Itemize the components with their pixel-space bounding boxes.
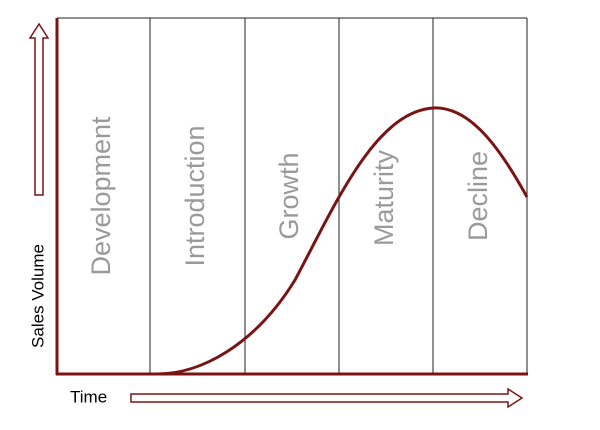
x-axis-label: Time [70, 387, 107, 406]
life-cycle-curve [154, 106, 529, 376]
stage-label: Decline [463, 151, 493, 241]
x-arrow [130, 387, 524, 409]
stage-label: Development [86, 116, 116, 276]
stage-label: Maturity [369, 149, 399, 246]
stage-label: Growth [274, 152, 304, 239]
y-axis-label: Sales Volume [28, 244, 47, 348]
y-arrow [28, 22, 50, 196]
stage-label: Introduction [180, 125, 210, 266]
